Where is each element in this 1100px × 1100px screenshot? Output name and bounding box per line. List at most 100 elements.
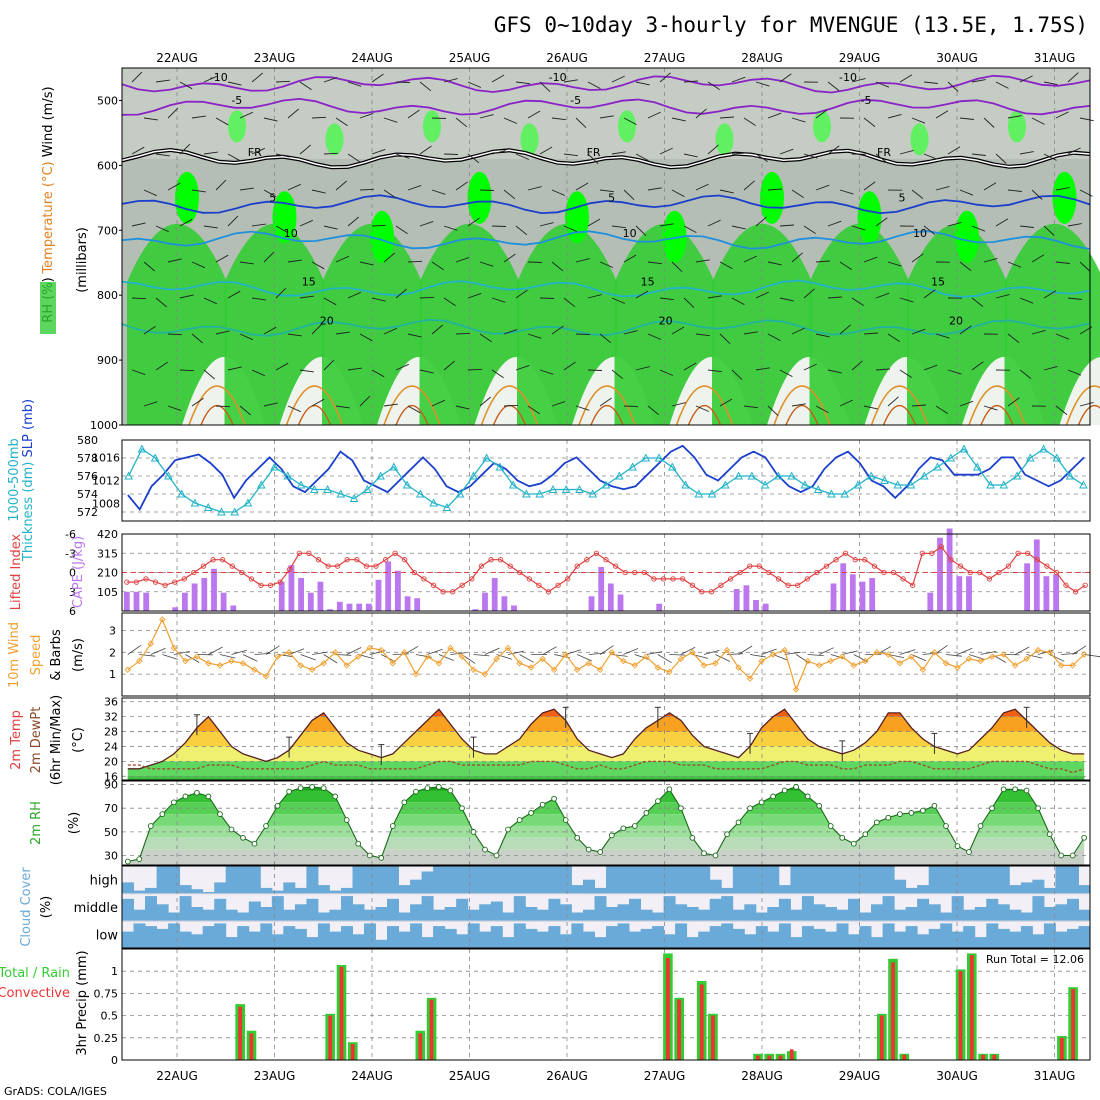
- wind-barb: [335, 331, 350, 335]
- wind-barb: [323, 76, 338, 83]
- cloud-high-cell: [479, 866, 492, 894]
- cloud-middle-cell: [778, 898, 791, 921]
- cloud-middle-cell: [214, 898, 227, 921]
- cloud-middle-cell: [997, 904, 1010, 921]
- cloud-low-cell: [237, 926, 250, 948]
- lifted-index-marker: [267, 582, 274, 588]
- lifted-index-marker: [862, 557, 868, 563]
- warm-contour: [675, 385, 734, 426]
- wind-barb: [719, 189, 734, 194]
- thickness-marker: [203, 502, 213, 511]
- cloud-high-cell: [513, 866, 526, 894]
- lifted-index-marker: [833, 557, 839, 563]
- dewpoint-line: [127, 760, 1085, 774]
- wind-speed-marker: [458, 653, 466, 660]
- thickness-marker: [177, 489, 187, 498]
- lifted-index-marker: [430, 582, 437, 588]
- wind-barb: [743, 117, 756, 126]
- wind-speed-marker: [873, 649, 881, 656]
- wind-barb: [875, 217, 888, 227]
- thickness-marker: [429, 498, 438, 507]
- wind-barb: [923, 225, 936, 235]
- rh-marker: [217, 811, 223, 817]
- isotherm-label: 20: [949, 315, 963, 328]
- temp-tick: 28: [104, 726, 118, 739]
- date-label-top: 22AUG: [156, 51, 198, 65]
- cape-label: CAPE (J/kg): [71, 536, 86, 608]
- cloud-middle-cell: [709, 898, 722, 921]
- wind-barb: [623, 117, 637, 125]
- temp-band: [127, 761, 1085, 777]
- lifted-index-marker: [306, 550, 312, 556]
- precip-tick: 0.25: [94, 1032, 119, 1045]
- lifted-index-marker: [804, 576, 810, 582]
- slp-tick: 1016: [92, 451, 120, 464]
- lifted-index-marker: [210, 557, 216, 563]
- cape-bar: [1024, 563, 1030, 611]
- lifted-index-marker: [775, 576, 782, 582]
- cloud-high-cell: [652, 866, 665, 894]
- cape-bar: [220, 592, 227, 611]
- wind-barb: [311, 189, 326, 194]
- rh-marker: [493, 852, 500, 859]
- cape-bar: [172, 607, 179, 611]
- wind-barb: [623, 405, 639, 407]
- rh-marker: [401, 799, 408, 806]
- lifted-index-marker: [881, 569, 887, 576]
- lifted-index-marker: [507, 563, 513, 569]
- cloud-low-cell: [375, 939, 388, 948]
- cloud-low-cell: [882, 923, 895, 948]
- lifted-index-marker: [421, 576, 427, 582]
- lifted-index-marker: [1025, 550, 1031, 556]
- temperature-wind-label: Temperature (°C) Wind (m/s): [41, 86, 56, 274]
- cloud-middle-cell: [951, 896, 964, 921]
- isotherm-label: 5: [899, 191, 906, 204]
- wind-barb: [359, 261, 374, 266]
- isotherm-line: [121, 74, 1091, 94]
- wind-barb: [755, 291, 769, 299]
- wind-speed-marker: [378, 646, 385, 654]
- wind-barb: [791, 117, 806, 123]
- rh-marker: [620, 825, 627, 832]
- cloud-high-cell: [698, 866, 711, 894]
- wind-barb: [275, 153, 290, 158]
- wind-barb: [1019, 75, 1033, 83]
- top-date-axis: 22AUG 23AUG 24AUG 25AUG 26AUG 27AUG 28AUG 29AUG…: [156, 51, 1075, 65]
- rh-marker: [804, 793, 811, 800]
- rh-saturated-region: [467, 171, 492, 224]
- wind-barb: [407, 260, 423, 263]
- wind-barb: [179, 218, 193, 227]
- wind-barb: [127, 644, 142, 655]
- wind-barb: [767, 261, 782, 266]
- cloud-high-cell: [467, 866, 480, 894]
- warm-contour: [882, 405, 917, 426]
- cloud-low-cell: [571, 923, 584, 948]
- rh-saturated-region: [662, 210, 687, 263]
- warm-contour: [578, 385, 636, 426]
- cloud-low-cell: [387, 926, 399, 948]
- wind-barb: [623, 189, 635, 201]
- cloud-middle-cell: [456, 898, 469, 921]
- wind-barb: [995, 153, 1007, 164]
- wind-barb: [635, 153, 649, 161]
- wind-barb: [431, 261, 444, 271]
- wind-barb: [251, 72, 263, 83]
- wind-barb: [827, 220, 842, 227]
- wind-barb: [455, 117, 468, 128]
- precip-convective-bar: [969, 955, 974, 1060]
- cloud-middle-cell: [744, 904, 757, 921]
- rh-marker: [516, 817, 523, 823]
- lifted-index-marker: [1044, 563, 1050, 569]
- wind-barb: [1055, 333, 1070, 340]
- wind-speed-marker: [723, 646, 731, 654]
- wind-speed-marker: [931, 649, 938, 656]
- wind-barb: [983, 405, 998, 411]
- wind-speed-marker: [885, 651, 892, 658]
- wind-speed-marker: [862, 657, 869, 665]
- wind-speed-marker: [274, 653, 281, 660]
- lifted-index-marker: [737, 569, 743, 576]
- lifted-index-marker: [814, 569, 820, 576]
- cloud-middle-cell: [606, 907, 618, 921]
- wind-barb: [407, 109, 420, 119]
- wind-barb: [715, 654, 731, 662]
